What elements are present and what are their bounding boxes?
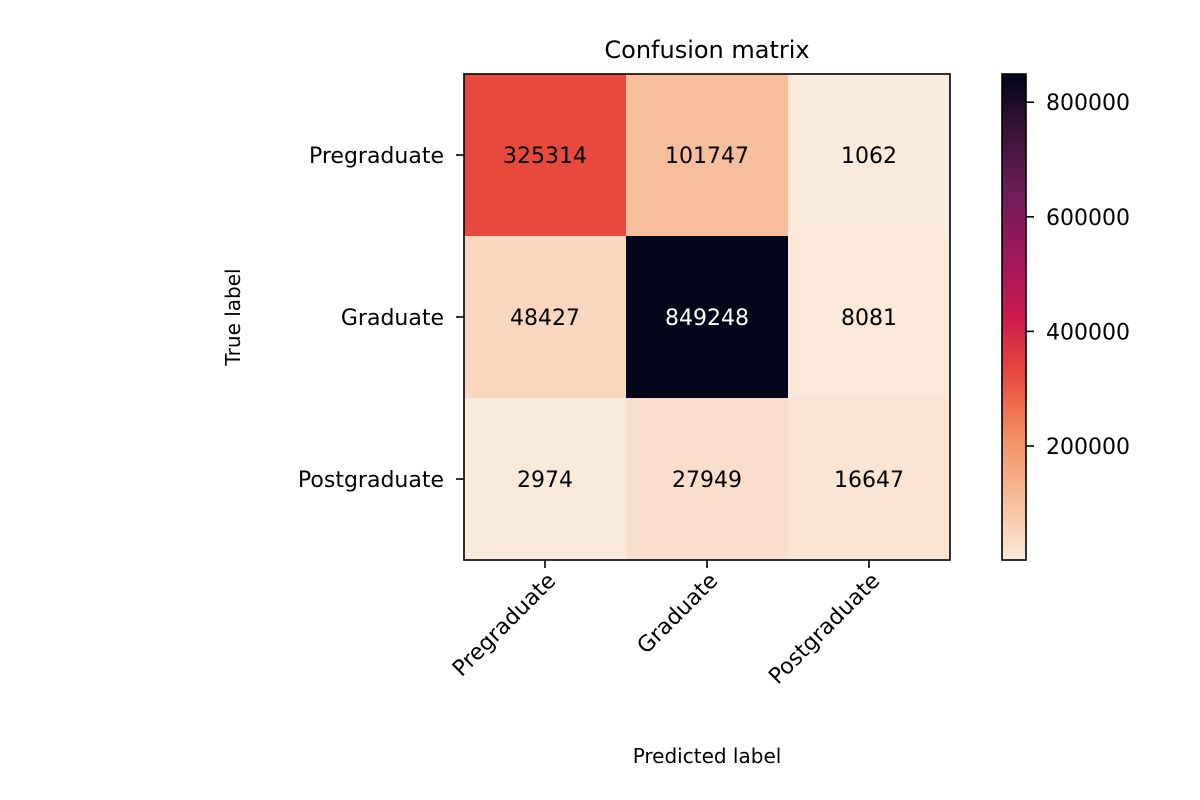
cell-value-label: 101747 (665, 144, 749, 169)
cell-value-label: 27949 (672, 468, 742, 493)
y-tick-label: Postgraduate (298, 468, 444, 493)
y-tick-label: Graduate (341, 306, 444, 331)
heatmap-cell (626, 398, 789, 561)
cell-value-label: 48427 (510, 306, 580, 331)
colorbar-ticks: 200000 400000 600000 800000 (1026, 91, 1130, 460)
cell-value-label: 1062 (841, 144, 897, 169)
x-tick-label: Postgraduate (764, 569, 885, 690)
cell-value-label: 16647 (834, 468, 904, 493)
cell-value-label: 2974 (517, 468, 573, 493)
x-tick-label: Graduate (633, 569, 724, 660)
x-tick-label: Pregraduate (448, 569, 561, 682)
x-axis-ticks: Pregraduate Graduate Postgraduate (448, 560, 885, 690)
heatmap-cell (788, 398, 951, 561)
colorbar-tick-label: 200000 (1046, 435, 1130, 460)
y-axis-ticks: Pregraduate Graduate Postgraduate (298, 144, 464, 493)
cell-value-label: 325314 (503, 144, 587, 169)
chart-title: Confusion matrix (604, 36, 809, 64)
cell-value-label: 8081 (841, 306, 897, 331)
y-axis-label: True label (221, 268, 245, 366)
colorbar-tick-label: 600000 (1046, 206, 1130, 231)
heatmap-cell (464, 236, 627, 399)
cell-value-label: 849248 (665, 306, 749, 331)
heatmap-cell (788, 236, 951, 399)
heatmap-cell (788, 74, 951, 237)
colorbar-tick-label: 800000 (1046, 91, 1130, 116)
x-axis-label: Predicted label (633, 744, 782, 768)
heatmap-cells (464, 74, 951, 561)
heatmap-cell (626, 236, 789, 399)
heatmap-cell (464, 74, 627, 237)
colorbar-tick-label: 400000 (1046, 320, 1130, 345)
y-tick-label: Pregraduate (309, 144, 444, 169)
heatmap-cell (626, 74, 789, 237)
heatmap-cell-labels: 325314 101747 1062 48427 849248 8081 2974 27949… (503, 144, 904, 493)
colorbar (1001, 73, 1027, 561)
heatmap-cell (464, 398, 627, 561)
